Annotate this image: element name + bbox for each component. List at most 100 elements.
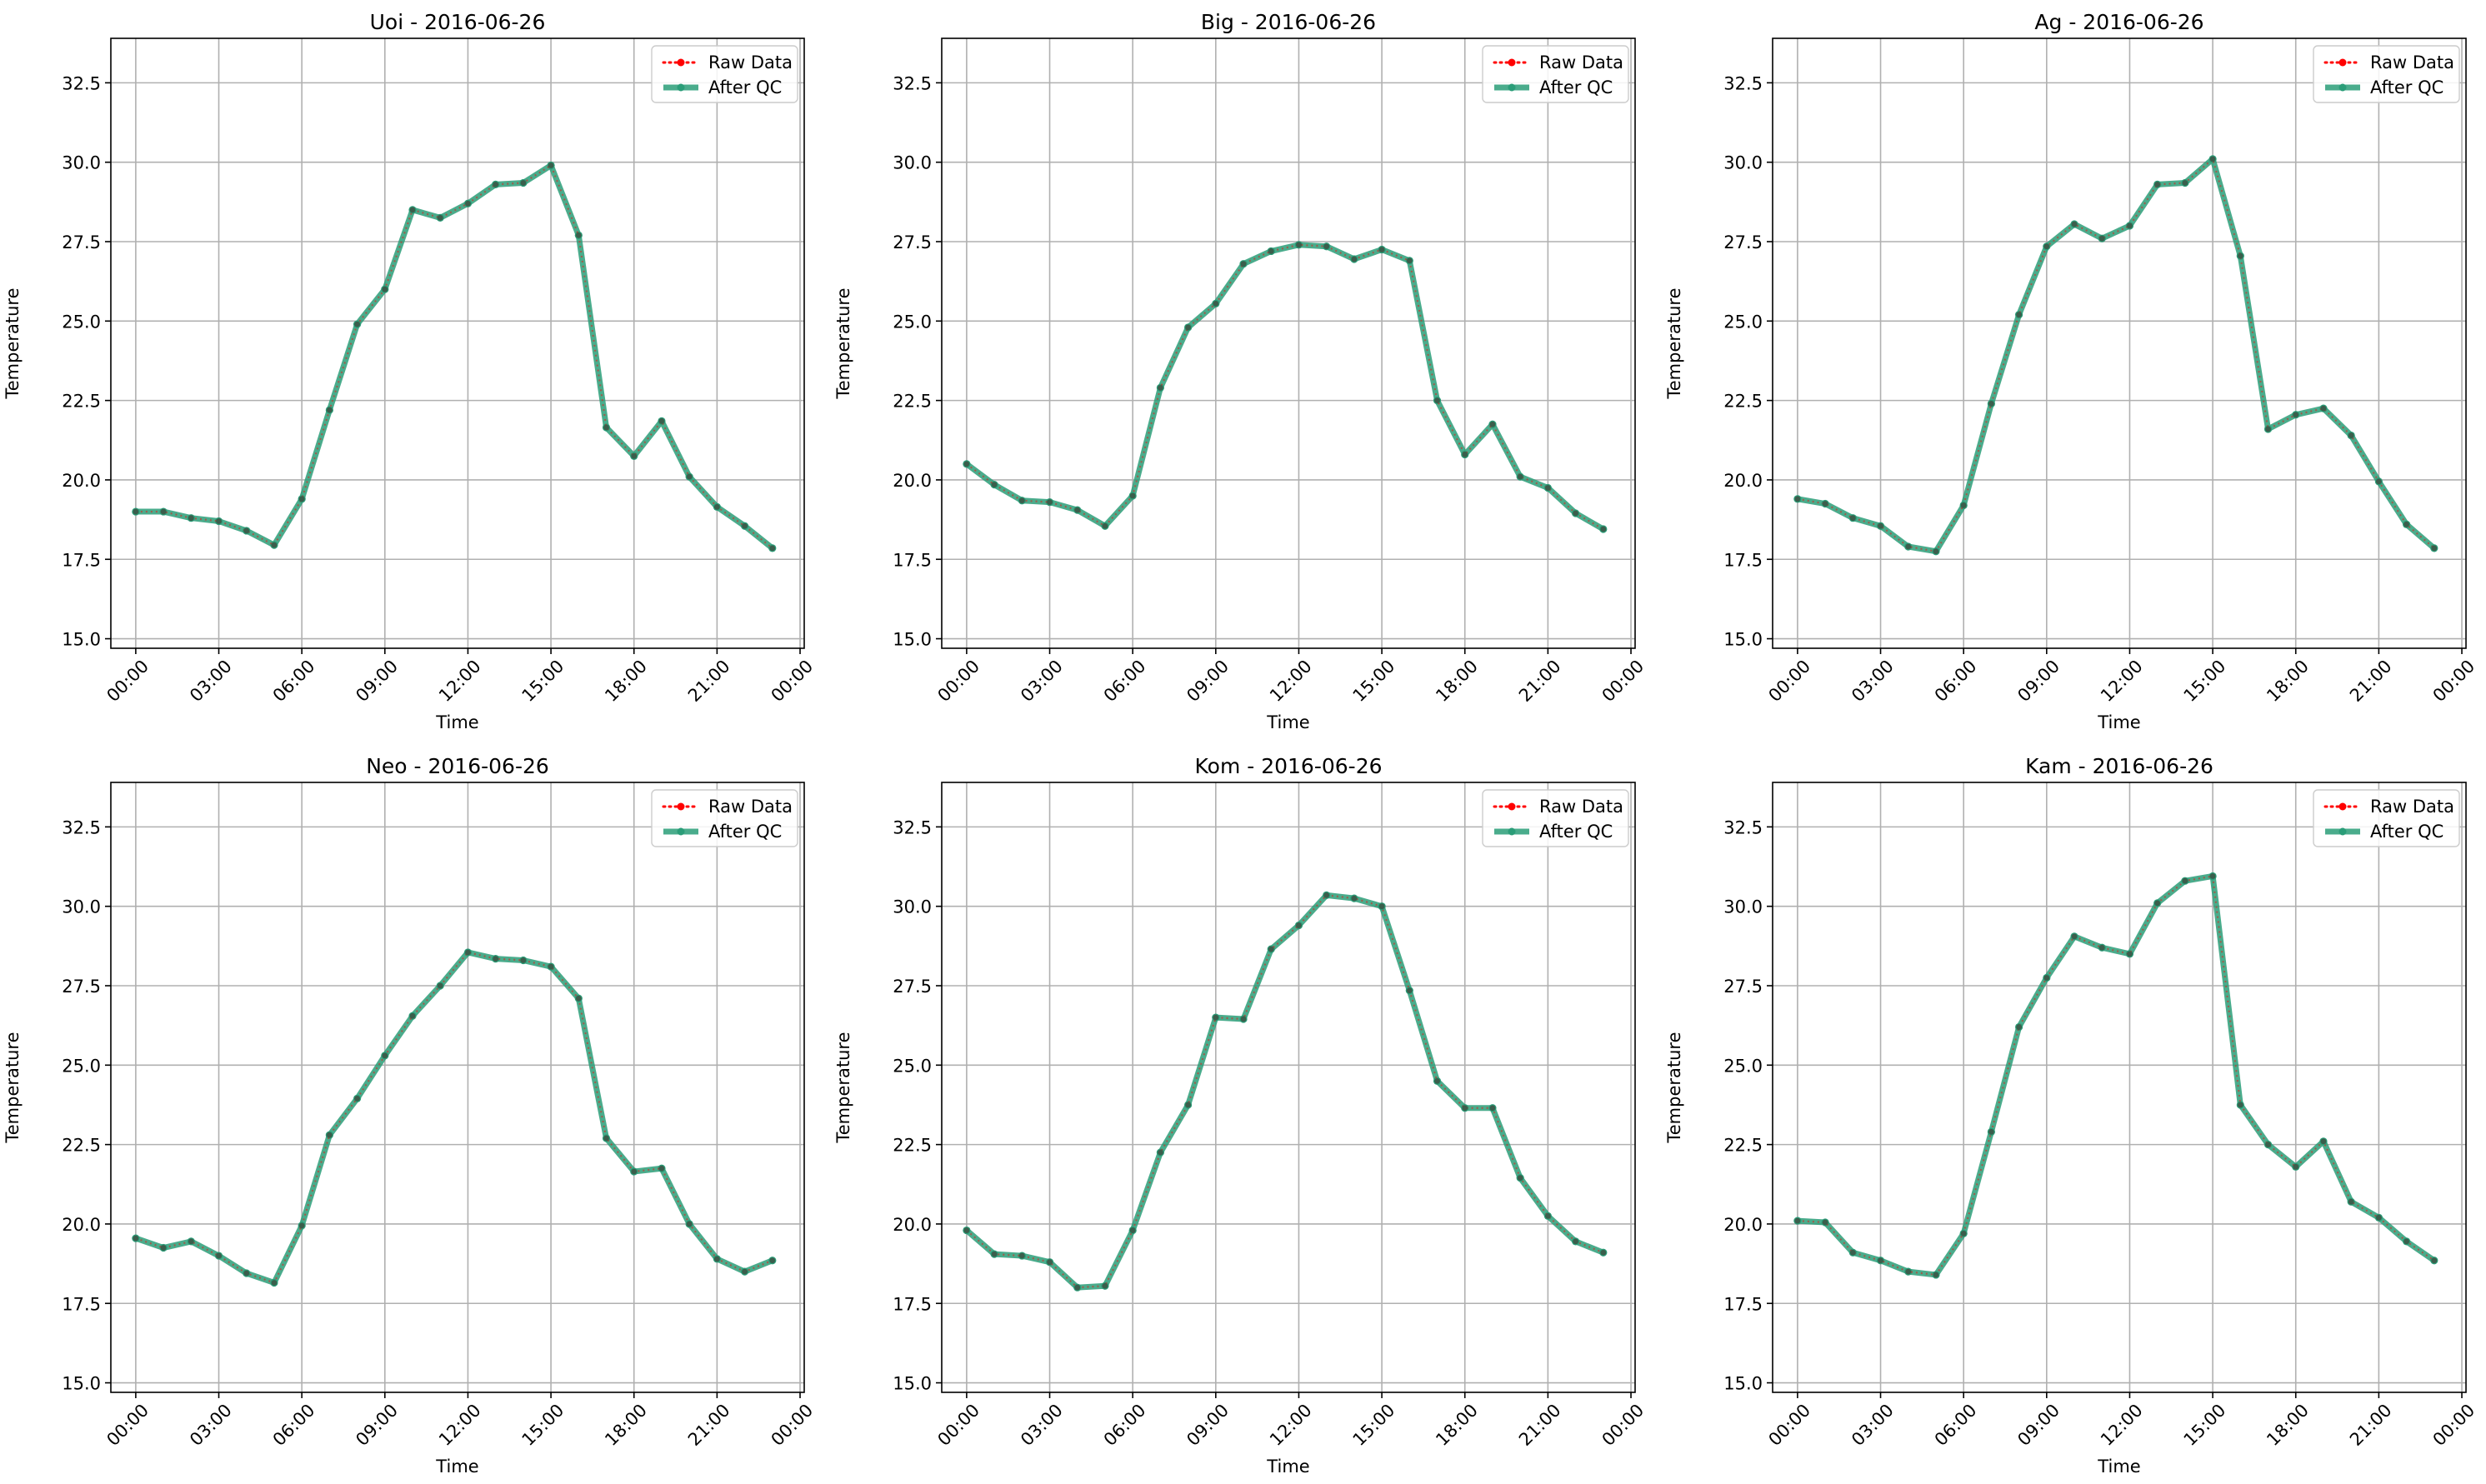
raw-data-point (1351, 895, 1358, 902)
raw-data-point (991, 482, 998, 488)
raw-data-point (1434, 1077, 1440, 1084)
x-tick-label: 09:00 (1183, 1400, 1233, 1450)
x-tick-label: 12:00 (435, 656, 485, 706)
raw-data-point (1960, 1230, 1967, 1237)
legend-qc-label: After QC (708, 822, 782, 842)
raw-data-point (216, 1252, 222, 1259)
x-tick-label: 03:00 (1017, 656, 1067, 706)
raw-data-point (1268, 946, 1274, 952)
y-tick-label: 32.5 (1723, 73, 1763, 93)
x-tick-label: 06:00 (1931, 656, 1981, 706)
raw-data-point (1933, 1272, 1939, 1278)
subplot-6: 15.0 17.5 20.0 22.5 25.0 27.5 30.0 32.5 00:00 03:… (1664, 754, 2478, 1477)
y-tick-label: 15.0 (62, 630, 101, 650)
y-tick-label: 32.5 (1723, 817, 1763, 837)
x-tick-label: 06:00 (269, 1400, 319, 1450)
plot-frame (110, 37, 805, 649)
y-tick-label: 17.5 (1723, 550, 1763, 570)
raw-data-line (1797, 875, 2435, 1277)
plot-frame (1772, 782, 2467, 1393)
x-tick-label: 15:00 (518, 656, 568, 706)
raw-data-point (160, 1245, 167, 1251)
y-tick-label: 30.0 (62, 897, 101, 917)
raw-data-point (1323, 243, 1330, 250)
raw-data-point (2043, 243, 2050, 250)
legend-raw-marker (677, 58, 685, 67)
y-axis-label: Temperature (1664, 287, 1684, 399)
y-tick-label: 32.5 (62, 817, 101, 837)
y-axis-label: Temperature (1664, 1032, 1684, 1143)
subplot-title: Uoi - 2016-06-26 (370, 10, 546, 34)
raw-data-point (575, 995, 582, 1002)
raw-data-point (713, 503, 720, 510)
raw-data-point (133, 1235, 139, 1242)
raw-data-point (1240, 1016, 1247, 1022)
raw-data-point (2403, 521, 2409, 527)
raw-data-point (271, 1280, 278, 1286)
x-tick-label: 00:00 (933, 1400, 983, 1450)
legend: Raw Data After QC (1482, 789, 1629, 847)
legend-qc-marker (677, 827, 685, 836)
legend-qc-label: After QC (1539, 822, 1613, 842)
x-tick-label: 00:00 (2429, 1400, 2479, 1450)
raw-data-point (1018, 497, 1025, 504)
subplot-1: 15.0 17.5 20.0 22.5 25.0 27.5 30.0 32.5 00:00 03:… (3, 10, 817, 732)
raw-data-point (2209, 873, 2216, 879)
raw-data-point (520, 180, 527, 186)
raw-data-point (520, 957, 527, 963)
subplot-title: Kam - 2016-06-26 (2025, 754, 2213, 778)
raw-data-point (2154, 181, 2161, 187)
legend-qc-marker (1508, 83, 1516, 92)
subplot-title: Big - 2016-06-26 (1201, 10, 1376, 34)
x-tick-label: 00:00 (933, 656, 983, 706)
raw-data-point (1351, 256, 1358, 262)
x-axis-label: Time (435, 712, 478, 732)
raw-data-point (2071, 221, 2078, 227)
raw-data-point (658, 1165, 665, 1172)
x-tick-label: 00:00 (768, 656, 818, 706)
y-tick-label: 20.0 (893, 1215, 932, 1235)
raw-data-point (2431, 545, 2438, 552)
x-tick-label: 18:00 (1432, 656, 1482, 706)
raw-data-point (1129, 492, 1136, 499)
after-qc-line (133, 949, 776, 1286)
plot-frame (941, 37, 1636, 649)
raw-data-point (1544, 485, 1551, 491)
x-tick-label: 15:00 (1349, 656, 1399, 706)
legend-qc-label: After QC (2370, 77, 2443, 97)
legend-raw-marker (2338, 58, 2347, 67)
x-tick-label: 15:00 (2180, 656, 2230, 706)
raw-data-point (298, 1222, 305, 1229)
y-tick-label: 27.5 (893, 977, 932, 997)
raw-data-line (966, 894, 1604, 1289)
x-tick-label: 00:00 (1598, 1400, 1648, 1450)
raw-data-line (966, 243, 1604, 530)
y-tick-label: 32.5 (893, 817, 932, 837)
legend-qc-label: After QC (708, 77, 782, 97)
raw-data-point (2071, 933, 2078, 940)
raw-data-point (354, 1095, 361, 1102)
raw-data-point (1213, 300, 1219, 307)
raw-data-point (1213, 1014, 1219, 1021)
raw-data-point (548, 963, 554, 970)
plot-frame (110, 782, 805, 1393)
x-tick-label: 03:00 (1848, 1400, 1898, 1450)
legend: Raw Data After QC (651, 789, 798, 847)
raw-data-point (1102, 1282, 1108, 1289)
y-tick-label: 20.0 (1723, 471, 1763, 491)
y-tick-label: 22.5 (1723, 392, 1763, 412)
x-tick-label: 18:00 (2263, 1400, 2313, 1450)
raw-data-point (133, 508, 139, 515)
raw-data-point (2375, 478, 2382, 485)
y-tick-label: 20.0 (893, 471, 932, 491)
x-tick-label: 18:00 (601, 656, 651, 706)
raw-data-point (686, 1221, 693, 1227)
raw-data-point (2016, 1024, 2023, 1030)
raw-data-point (2348, 432, 2354, 438)
after-qc-line (963, 242, 1607, 532)
y-tick-label: 17.5 (62, 550, 101, 570)
raw-data-point (1600, 1249, 1607, 1256)
raw-data-point (2237, 252, 2243, 259)
raw-data-point (769, 1257, 776, 1264)
